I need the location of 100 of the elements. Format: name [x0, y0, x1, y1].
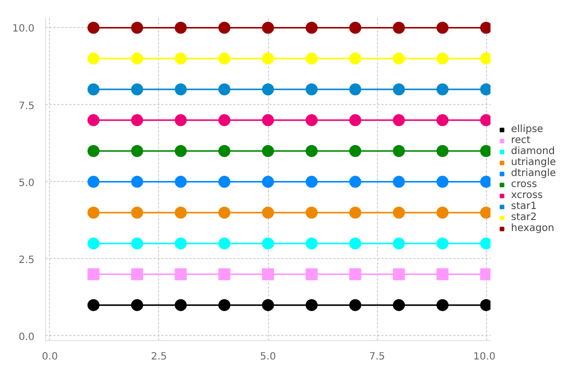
point	[349, 52, 362, 65]
point	[306, 83, 318, 96]
x-tick-label: 10.0	[473, 352, 496, 362]
point	[349, 268, 362, 280]
point	[306, 176, 318, 188]
point	[174, 83, 187, 96]
point	[392, 83, 405, 96]
point	[436, 22, 449, 34]
point	[87, 268, 100, 280]
point	[306, 299, 318, 312]
point	[436, 52, 449, 65]
point	[87, 114, 100, 126]
point	[174, 299, 187, 312]
point	[131, 145, 144, 157]
point	[436, 268, 449, 280]
legend-label: hexagon	[511, 223, 554, 234]
point	[174, 237, 187, 250]
point	[87, 22, 100, 34]
x-tick-label: 7.5	[369, 352, 386, 362]
point	[218, 22, 230, 34]
point	[131, 176, 144, 188]
point	[349, 114, 362, 126]
point	[349, 22, 362, 34]
point	[306, 52, 318, 65]
point	[392, 176, 405, 188]
point	[174, 114, 187, 126]
legend-label: xcross	[511, 190, 543, 201]
legend-label: star2	[511, 212, 537, 223]
point	[306, 22, 318, 34]
point	[218, 145, 230, 157]
point	[262, 268, 274, 280]
point	[174, 145, 187, 157]
point	[262, 52, 274, 65]
point	[218, 237, 230, 250]
x-tick-label: 5.0	[260, 352, 276, 362]
point	[262, 299, 274, 312]
point	[349, 83, 362, 96]
legend-label: utriangle	[511, 157, 556, 168]
point	[218, 52, 230, 65]
point	[306, 237, 318, 250]
point	[131, 268, 144, 280]
point	[349, 176, 362, 188]
point	[262, 114, 274, 126]
point	[306, 206, 318, 219]
point	[174, 206, 187, 219]
point	[262, 22, 274, 34]
point	[306, 268, 318, 280]
point	[392, 299, 405, 312]
point	[218, 299, 230, 312]
point	[87, 299, 100, 312]
point	[131, 299, 144, 312]
point	[392, 114, 405, 126]
point	[262, 206, 274, 219]
point	[87, 83, 100, 96]
y-tick-label: 10.0	[12, 24, 34, 35]
point	[349, 206, 362, 219]
point	[262, 237, 274, 250]
point	[436, 83, 449, 96]
point	[262, 145, 274, 157]
legend-label: star1	[511, 201, 537, 212]
point	[131, 206, 144, 219]
point	[218, 176, 230, 188]
point	[131, 237, 144, 250]
point	[436, 237, 449, 250]
point	[87, 237, 100, 250]
point	[218, 114, 230, 126]
point	[262, 176, 274, 188]
point	[436, 206, 449, 219]
point	[174, 176, 187, 188]
point	[87, 52, 100, 65]
y-tick-label: 7.5	[18, 100, 35, 112]
x-tick-label: 2.5	[150, 352, 167, 362]
y-tick-label: 0.0	[18, 332, 35, 343]
point	[436, 145, 449, 157]
point	[349, 299, 362, 312]
point	[392, 206, 405, 219]
legend-label: cross	[511, 179, 537, 190]
point	[87, 176, 100, 188]
point	[392, 268, 405, 280]
point	[306, 114, 318, 126]
point	[306, 145, 318, 157]
y-tick-label: 2.5	[18, 254, 35, 266]
point	[218, 268, 230, 280]
point	[174, 52, 187, 65]
point	[392, 52, 405, 65]
point	[349, 145, 362, 157]
x-tick-label: 0.0	[42, 352, 58, 362]
legend-label: dtriangle	[511, 168, 556, 179]
point	[174, 22, 187, 34]
point	[262, 83, 274, 96]
point	[436, 299, 449, 312]
point	[131, 114, 144, 126]
point	[392, 145, 405, 157]
legend-label: diamond	[511, 146, 555, 157]
point	[131, 22, 144, 34]
point	[131, 52, 144, 65]
point	[87, 145, 100, 157]
legend-label: ellipse	[511, 124, 544, 135]
point	[436, 114, 449, 126]
point	[436, 176, 449, 188]
